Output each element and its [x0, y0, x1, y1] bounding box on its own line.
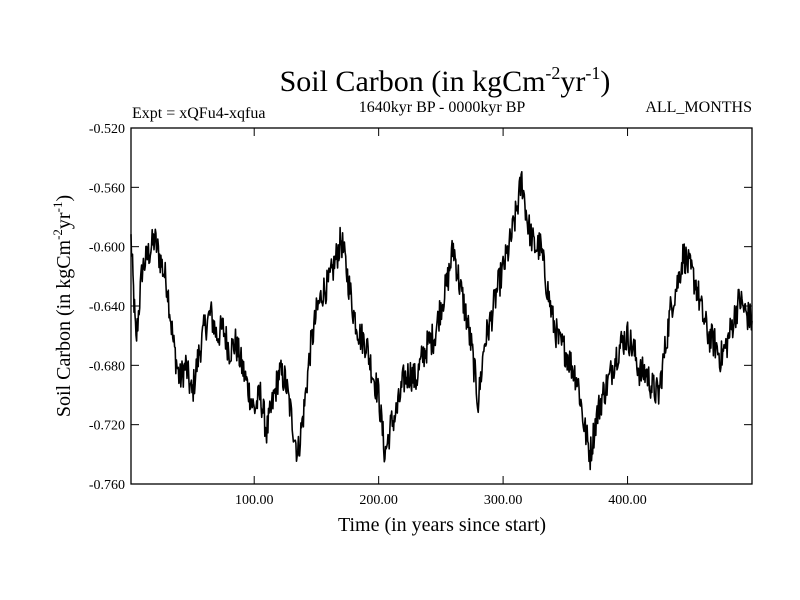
y-tick-label: -0.560 [89, 181, 125, 196]
chart-title-text: Soil Carbon (in kgCm [280, 65, 546, 98]
x-tick-label: 100.00 [235, 493, 274, 508]
soil-carbon-series-line [130, 171, 753, 471]
y-tick-label: -0.720 [89, 419, 125, 434]
y-axis-label-end: ) [53, 195, 75, 202]
y-tick-label: -0.760 [89, 478, 125, 493]
experiment-label: Expt = xQFu4-xqfua [132, 105, 265, 122]
x-tick-label: 200.00 [359, 493, 398, 508]
chart-title-end: ) [600, 65, 610, 98]
y-tick-label: -0.600 [89, 241, 125, 256]
chart-title-sup1: -2 [545, 63, 560, 83]
months-label: ALL_MONTHS [645, 99, 752, 116]
y-axis-label-mid: yr [53, 212, 75, 229]
y-axis-label-text: Soil Carbon (in kgCm [53, 239, 75, 417]
y-tick-label: -0.640 [89, 300, 125, 315]
chart-title: Soil Carbon (in kgCm-2yr-1) [280, 63, 611, 98]
period-label: 1640kyr BP - 0000kyr BP [359, 99, 526, 116]
y-tick-label: -0.680 [89, 359, 125, 374]
y-axis-label: Soil Carbon (in kgCm-2yr-1) [50, 195, 75, 417]
x-axis-ticks: 100.00 200.00 300.00 400.00 [235, 128, 647, 508]
y-axis-ticks: -0.520 -0.560 -0.600 -0.640 -0.680 -0.720 -0.7… [89, 122, 752, 493]
chart-title-sup2: -1 [585, 63, 600, 83]
x-tick-label: 400.00 [608, 493, 647, 508]
y-axis-label-sup1: -2 [50, 229, 65, 240]
y-axis-label-sup2: -1 [50, 202, 65, 213]
chart-title-mid: yr [560, 65, 585, 98]
y-tick-label: -0.520 [89, 122, 125, 137]
x-tick-label: 300.00 [484, 493, 523, 508]
x-axis-label: Time (in years since start) [338, 514, 546, 536]
